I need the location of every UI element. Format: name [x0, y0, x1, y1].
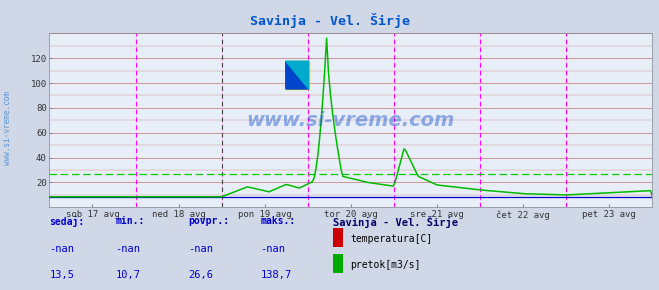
- Text: pretok[m3/s]: pretok[m3/s]: [350, 260, 420, 270]
- Text: -nan: -nan: [49, 244, 74, 253]
- Text: min.:: min.:: [115, 216, 145, 226]
- Text: temperatura[C]: temperatura[C]: [350, 234, 432, 244]
- Text: Savinja - Vel. Širje: Savinja - Vel. Širje: [250, 13, 409, 28]
- Text: www.si-vreme.com: www.si-vreme.com: [246, 111, 455, 130]
- Text: 138,7: 138,7: [260, 270, 291, 280]
- Text: -nan: -nan: [115, 244, 140, 253]
- Text: sedaj:: sedaj:: [49, 216, 84, 227]
- Text: Savinja - Vel. Širje: Savinja - Vel. Širje: [333, 216, 458, 228]
- Text: maks.:: maks.:: [260, 216, 295, 226]
- Polygon shape: [286, 61, 308, 89]
- Text: -nan: -nan: [188, 244, 213, 253]
- Text: 13,5: 13,5: [49, 270, 74, 280]
- Text: -nan: -nan: [260, 244, 285, 253]
- Text: povpr.:: povpr.:: [188, 216, 229, 226]
- Text: 26,6: 26,6: [188, 270, 213, 280]
- Bar: [286, 61, 308, 89]
- Polygon shape: [286, 61, 308, 89]
- Text: 10,7: 10,7: [115, 270, 140, 280]
- Text: www.si-vreme.com: www.si-vreme.com: [3, 90, 13, 165]
